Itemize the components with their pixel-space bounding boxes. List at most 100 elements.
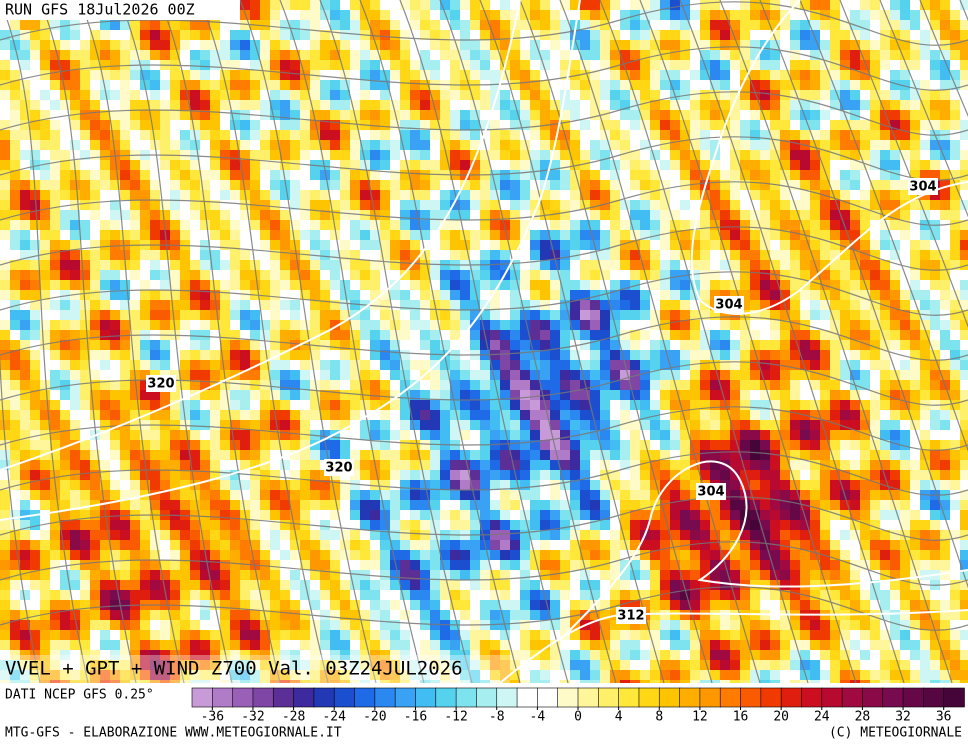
field-cell <box>780 450 790 460</box>
field-cell <box>940 450 950 460</box>
field-cell <box>520 10 530 20</box>
field-cell <box>700 380 710 390</box>
field-cell <box>90 490 100 500</box>
field-cell <box>770 400 780 410</box>
field-cell <box>710 460 720 470</box>
field-cell <box>750 20 760 30</box>
field-cell <box>920 390 930 400</box>
field-cell <box>600 0 610 10</box>
field-cell <box>320 160 330 170</box>
field-cell <box>520 480 530 490</box>
field-cell <box>730 210 740 220</box>
field-cell <box>400 510 410 520</box>
field-cell <box>170 110 180 120</box>
field-cell <box>860 330 870 340</box>
field-cell <box>190 220 200 230</box>
field-cell <box>120 390 130 400</box>
field-cell <box>70 460 80 470</box>
field-cell <box>780 130 790 140</box>
field-cell <box>890 310 900 320</box>
field-cell <box>550 420 560 430</box>
field-cell <box>200 300 210 310</box>
field-cell <box>930 90 940 100</box>
field-cell <box>820 90 830 100</box>
field-cell <box>430 380 440 390</box>
field-cell <box>120 380 130 390</box>
field-cell <box>390 230 400 240</box>
field-cell <box>220 180 230 190</box>
field-cell <box>230 290 240 300</box>
field-cell <box>530 220 540 230</box>
field-cell <box>630 310 640 320</box>
field-cell <box>330 320 340 330</box>
field-cell <box>260 450 270 460</box>
field-cell <box>230 50 240 60</box>
field-cell <box>30 280 40 290</box>
field-cell <box>0 370 10 380</box>
field-cell <box>800 270 810 280</box>
field-cell <box>920 410 930 420</box>
field-cell <box>400 210 410 220</box>
field-cell <box>40 100 50 110</box>
field-cell <box>230 410 240 420</box>
field-cell <box>100 120 110 130</box>
field-cell <box>150 170 160 180</box>
field-cell <box>110 430 120 440</box>
field-cell <box>210 20 220 30</box>
field-cell <box>200 450 210 460</box>
field-cell <box>740 310 750 320</box>
field-cell <box>600 50 610 60</box>
field-cell <box>470 370 480 380</box>
field-cell <box>210 130 220 140</box>
field-cell <box>490 280 500 290</box>
field-cell <box>180 400 190 410</box>
field-cell <box>540 470 550 480</box>
field-cell <box>150 190 160 200</box>
field-cell <box>900 310 910 320</box>
field-cell <box>760 230 770 240</box>
field-cell <box>60 350 70 360</box>
field-cell <box>580 370 590 380</box>
field-cell <box>820 450 830 460</box>
field-cell <box>810 450 820 460</box>
field-cell <box>100 20 110 30</box>
field-cell <box>560 0 570 10</box>
field-cell <box>440 450 450 460</box>
field-cell <box>640 170 650 180</box>
field-cell <box>370 340 380 350</box>
field-cell <box>380 90 390 100</box>
field-cell <box>730 30 740 40</box>
field-cell <box>360 250 370 260</box>
field-cell <box>190 420 200 430</box>
field-cell <box>30 150 40 160</box>
field-cell <box>500 150 510 160</box>
field-cell <box>130 390 140 400</box>
field-cell <box>900 80 910 90</box>
field-cell <box>700 410 710 420</box>
field-cell <box>60 260 70 270</box>
field-cell <box>630 470 640 480</box>
field-cell <box>390 180 400 190</box>
field-cell <box>450 30 460 40</box>
field-cell <box>30 500 40 510</box>
field-cell <box>470 430 480 440</box>
field-cell <box>370 410 380 420</box>
field-cell <box>760 370 770 380</box>
field-cell <box>20 350 30 360</box>
field-cell <box>860 360 870 370</box>
field-cell <box>600 180 610 190</box>
field-cell <box>40 80 50 90</box>
field-cell <box>300 460 310 470</box>
field-cell <box>460 190 470 200</box>
field-cell <box>490 60 500 70</box>
field-cell <box>640 330 650 340</box>
field-cell <box>890 230 900 240</box>
field-cell <box>100 130 110 140</box>
field-cell <box>160 140 170 150</box>
field-cell <box>950 20 960 30</box>
field-cell <box>50 140 60 150</box>
field-cell <box>80 490 90 500</box>
field-cell <box>0 70 10 80</box>
field-cell <box>800 420 810 430</box>
field-cell <box>60 80 70 90</box>
